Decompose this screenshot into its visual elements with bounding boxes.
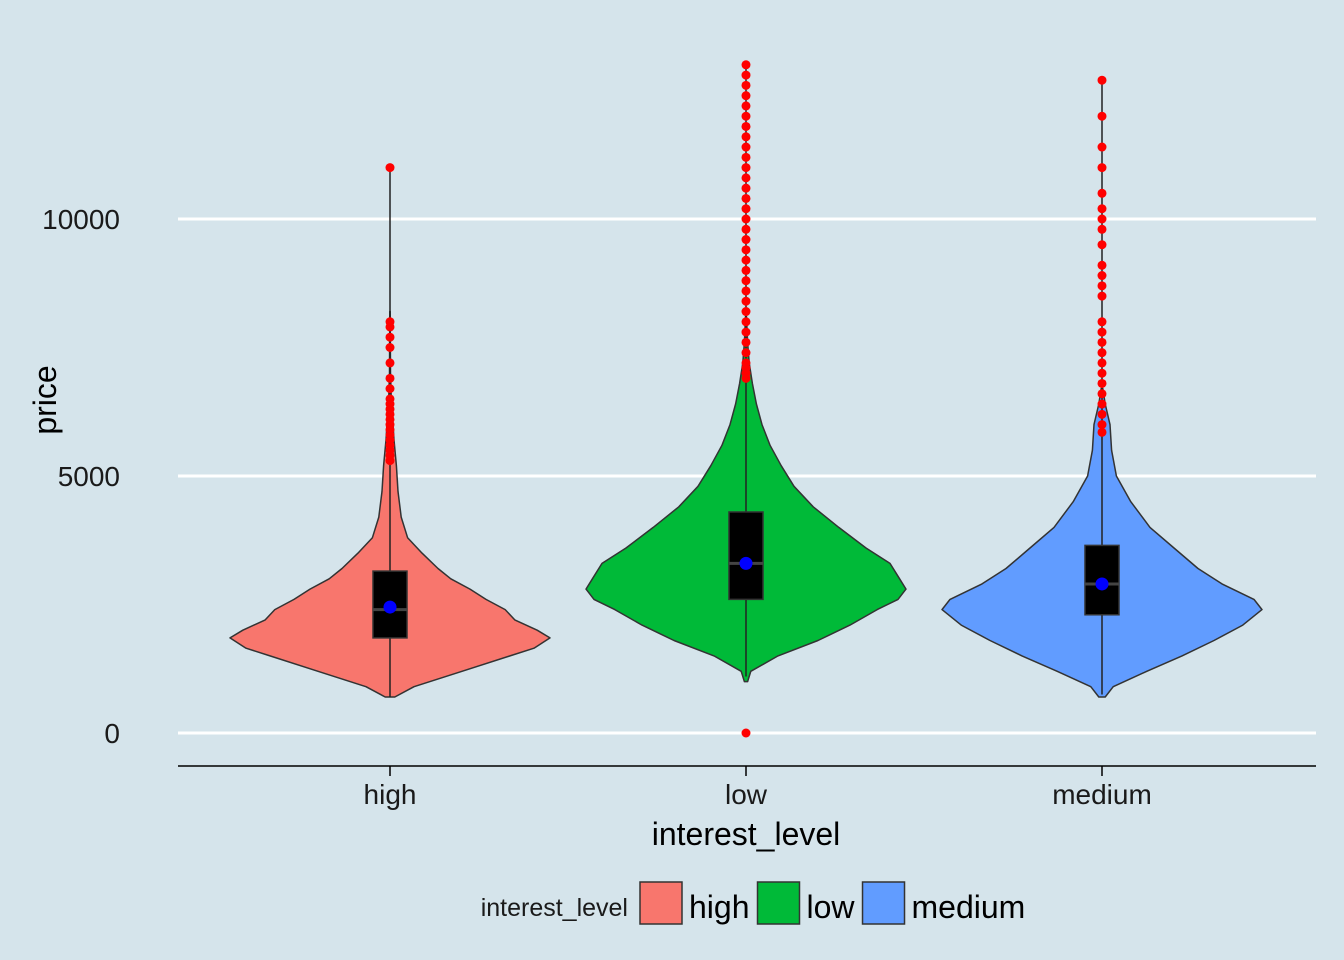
mean-point-high <box>383 600 397 614</box>
y-tick-label-0: 0 <box>104 718 120 749</box>
outlier-point <box>741 121 751 131</box>
outlier-point <box>1097 281 1107 291</box>
outlier-point <box>741 245 751 255</box>
box-low <box>728 511 764 601</box>
outlier-point <box>741 173 751 183</box>
outlier-point <box>1097 260 1107 270</box>
outlier-point <box>741 80 751 90</box>
outlier-point <box>741 224 751 234</box>
outlier-point <box>741 327 751 337</box>
y-tick-label-5000: 5000 <box>58 461 120 492</box>
outlier-point <box>741 307 751 317</box>
outlier-point <box>741 317 751 327</box>
outlier-point <box>1097 317 1107 327</box>
outlier-point <box>741 358 751 368</box>
mean-point-low <box>739 556 753 570</box>
outlier-point <box>741 152 751 162</box>
outlier-point <box>741 286 751 296</box>
outlier-point <box>1097 204 1107 214</box>
x-axis-title: interest_level <box>652 816 841 852</box>
outlier-point <box>385 358 395 368</box>
outlier-point <box>741 163 751 173</box>
outlier-point <box>1097 327 1107 337</box>
outlier-point <box>1097 271 1107 281</box>
outlier-point <box>741 142 751 152</box>
outlier-point <box>1097 389 1107 399</box>
outlier-point <box>741 183 751 193</box>
outlier-point <box>1097 337 1107 347</box>
legend-label-low: low <box>807 889 856 925</box>
outlier-point <box>741 60 751 70</box>
outlier-point <box>1097 427 1107 437</box>
outlier-point <box>741 111 751 121</box>
outlier-point <box>741 728 751 738</box>
x-tick-label-high: high <box>364 779 417 810</box>
legend-key-low <box>756 881 801 925</box>
outlier-point <box>741 101 751 111</box>
outlier-point <box>741 276 751 286</box>
outlier-point <box>1097 420 1107 430</box>
outlier-point <box>741 296 751 306</box>
outlier-point <box>385 163 395 173</box>
outlier-point <box>1097 291 1107 301</box>
legend-title: interest_level <box>481 894 628 922</box>
outlier-point <box>1097 224 1107 234</box>
outlier-point <box>385 384 395 394</box>
outlier-point <box>385 343 395 352</box>
outlier-point <box>741 235 751 245</box>
legend: interest_level high low medium <box>481 881 1026 925</box>
outlier-point <box>1097 188 1107 198</box>
outlier-point <box>385 373 395 383</box>
outlier-point <box>1097 348 1107 358</box>
box-high <box>372 570 408 639</box>
outlier-point <box>1097 214 1107 224</box>
outlier-point <box>1097 368 1107 378</box>
axes: 0 5000 10000 high low medium interest_level pri… <box>27 204 1316 852</box>
outlier-point <box>741 265 751 275</box>
outlier-point <box>385 332 395 342</box>
outlier-point <box>741 337 751 347</box>
outlier-point <box>1097 409 1107 419</box>
outlier-point <box>741 91 751 101</box>
outlier-point <box>741 204 751 214</box>
outlier-point <box>1097 111 1107 121</box>
outlier-point <box>741 348 751 358</box>
legend-label-medium: medium <box>912 889 1026 925</box>
violin-group-medium <box>941 75 1263 698</box>
x-tick-label-medium: medium <box>1052 779 1152 810</box>
violin-group-high <box>229 163 551 698</box>
outlier-point <box>385 394 395 404</box>
y-tick-label-10000: 10000 <box>42 204 120 235</box>
outlier-point <box>1097 163 1107 173</box>
outlier-point <box>1097 75 1107 85</box>
outlier-point <box>1097 240 1107 250</box>
outlier-point <box>1097 399 1107 409</box>
outlier-point <box>1097 142 1107 152</box>
outlier-point <box>1097 378 1107 388</box>
violins <box>229 60 1263 738</box>
y-axis-title: price <box>27 365 63 434</box>
legend-label-high: high <box>689 889 750 925</box>
outlier-point <box>1097 358 1107 368</box>
outlier-point <box>741 193 751 203</box>
outlier-point <box>741 255 751 265</box>
outlier-point <box>741 214 751 224</box>
legend-key-medium <box>861 881 906 925</box>
outlier-point <box>741 70 751 80</box>
outlier-point <box>741 132 751 142</box>
mean-point-medium <box>1095 577 1109 591</box>
outlier-point <box>385 317 395 327</box>
violin-group-low <box>585 60 907 738</box>
x-tick-label-low: low <box>725 779 768 810</box>
legend-key-high <box>639 881 683 925</box>
